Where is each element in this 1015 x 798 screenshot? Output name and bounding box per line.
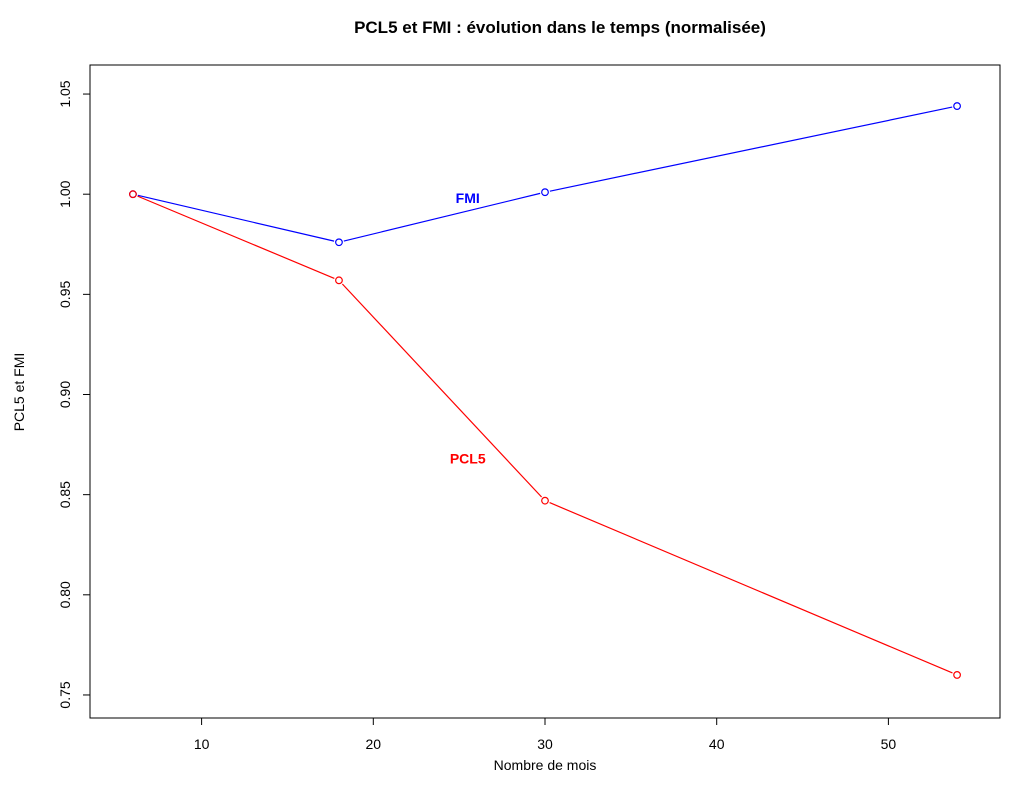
series-line-segment xyxy=(137,194,335,242)
x-tick-label: 50 xyxy=(881,736,897,752)
data-point xyxy=(541,496,549,505)
x-tick-label: 20 xyxy=(366,736,382,752)
series-line-segment xyxy=(137,195,335,279)
data-point xyxy=(335,276,343,285)
data-point xyxy=(541,188,549,197)
x-axis-label: Nombre de mois xyxy=(494,757,597,773)
x-tick-label: 10 xyxy=(194,736,210,752)
y-axis: 0.75 0.80 0.85 0.90 0.95 1.00 1.05 xyxy=(57,80,90,709)
data-point xyxy=(129,190,137,199)
y-tick-label: 1.05 xyxy=(57,80,73,107)
x-tick-label: 40 xyxy=(709,736,725,752)
y-tick-label: 0.80 xyxy=(57,581,73,608)
y-axis-label: PCL5 et FMI xyxy=(11,353,27,432)
data-point xyxy=(953,671,961,679)
series-label: FMI xyxy=(456,190,480,206)
chart-title: PCL5 et FMI : évolution dans le temps (n… xyxy=(354,18,766,37)
x-axis: 10 20 30 40 50 xyxy=(194,718,897,752)
plot-frame xyxy=(89,64,1001,719)
y-tick-label: 0.75 xyxy=(57,681,73,708)
y-tick-label: 1.00 xyxy=(57,180,73,207)
series-line-segment xyxy=(341,283,543,498)
series-label: PCL5 xyxy=(450,451,486,467)
y-tick-label: 0.90 xyxy=(57,381,73,408)
y-tick-label: 0.95 xyxy=(57,281,73,308)
series-layer: FMI PCL5 xyxy=(129,102,961,679)
data-point xyxy=(335,238,343,247)
series-line-segment xyxy=(549,106,953,192)
y-tick-label: 0.85 xyxy=(57,481,73,508)
x-tick-label: 30 xyxy=(537,736,553,752)
series-line-segment xyxy=(549,502,953,674)
series-line-segment xyxy=(343,192,541,242)
data-point xyxy=(953,102,961,110)
